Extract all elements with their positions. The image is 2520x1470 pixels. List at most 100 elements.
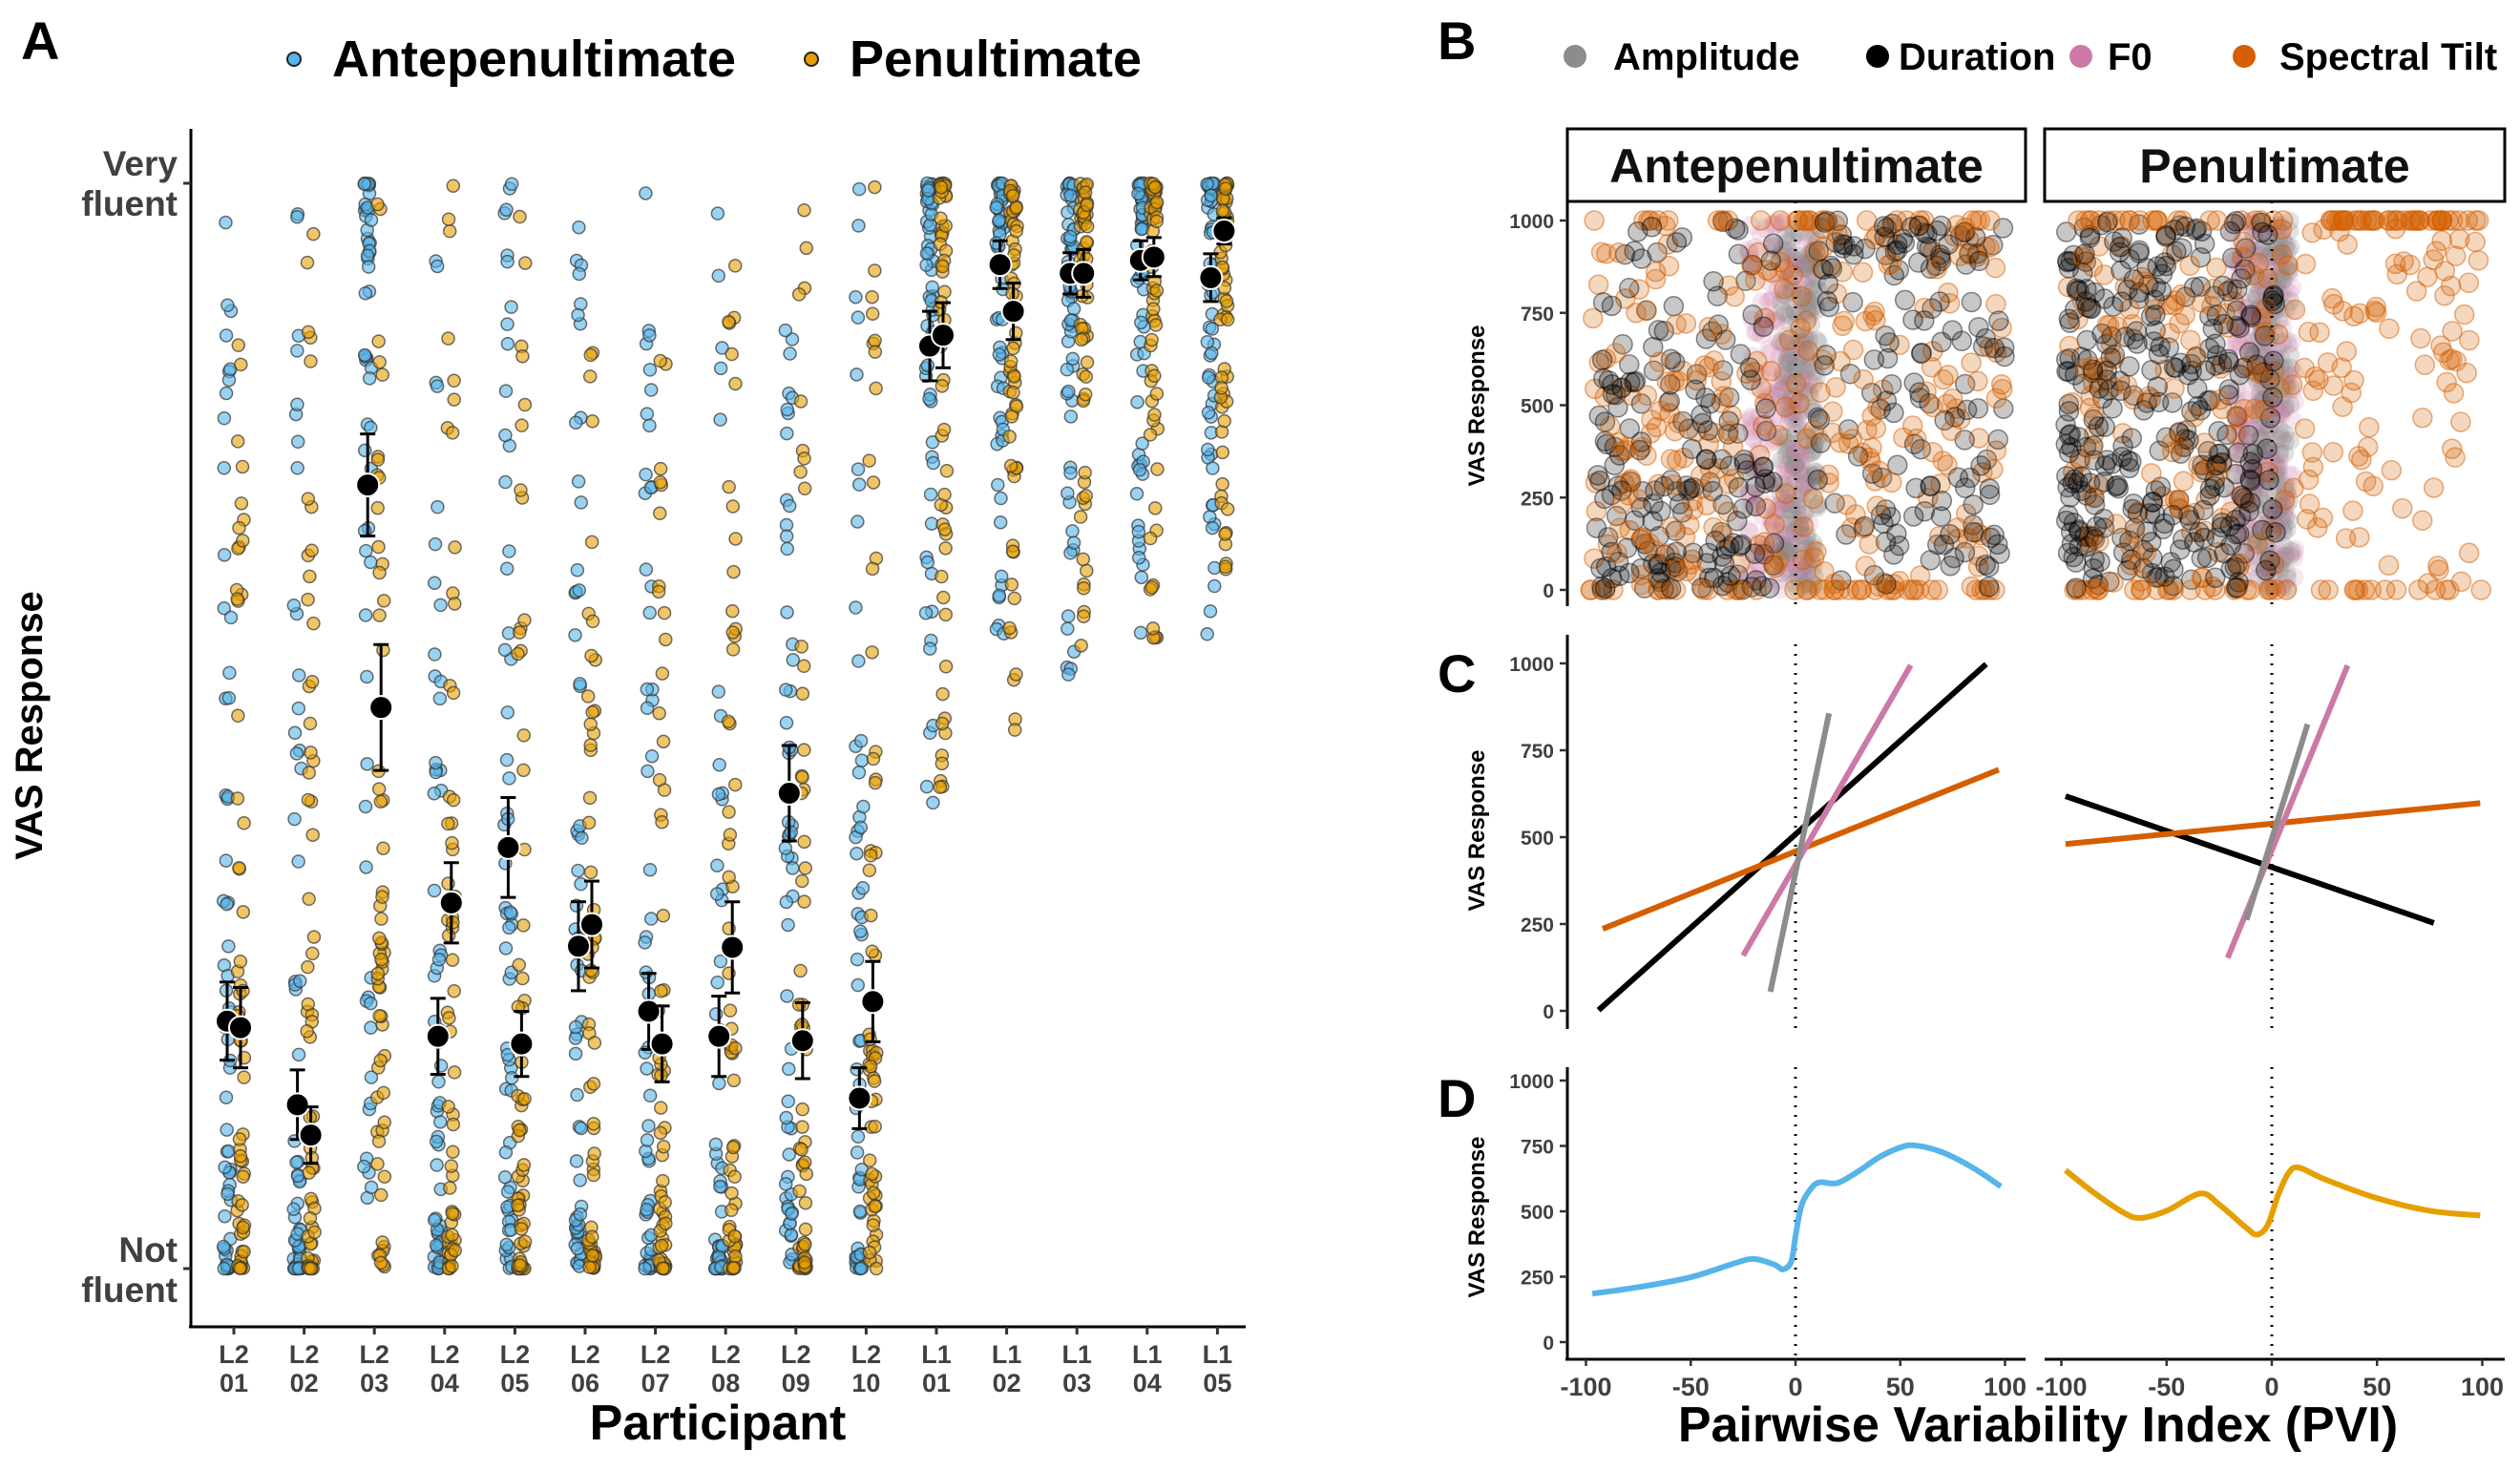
raw-point (642, 418, 657, 433)
raw-point-spectral-tilt (2458, 272, 2480, 294)
raw-point (290, 434, 305, 450)
raw-point-spectral-tilt (2468, 250, 2489, 271)
raw-point (653, 1125, 668, 1141)
raw-point (570, 562, 585, 578)
raw-point-duration (2111, 291, 2132, 312)
raw-point (357, 1159, 371, 1174)
y-tick-label-very: Very (103, 144, 178, 183)
raw-point (868, 1199, 882, 1214)
raw-point-duration (2233, 488, 2255, 509)
raw-point (1002, 430, 1017, 444)
raw-point-spectral-tilt (2391, 497, 2413, 519)
raw-point (364, 213, 379, 227)
raw-point-duration (1648, 320, 1670, 341)
raw-point (429, 1238, 444, 1252)
raw-point (782, 498, 797, 514)
raw-point (447, 392, 461, 407)
raw-point (640, 701, 655, 715)
raw-point (797, 743, 811, 757)
raw-point (795, 1102, 809, 1117)
raw-point-spectral-tilt (2436, 371, 2457, 393)
raw-point (1063, 229, 1078, 244)
raw-point (711, 684, 726, 699)
raw-point (798, 861, 812, 875)
raw-point (374, 912, 388, 926)
raw-point (517, 613, 532, 627)
raw-point-spectral-tilt (2199, 210, 2220, 231)
mean-point-penultimate (860, 989, 886, 1015)
x-tick-label-a-line1: L2 (640, 1340, 671, 1369)
raw-point (515, 348, 530, 364)
raw-point-amplitude (1774, 379, 1794, 399)
x-tick-label-a-line1: L1 (1203, 1340, 1233, 1369)
raw-point-duration (1886, 234, 1908, 255)
x-ticks-a: L201L202L203L204L205L206L207L208L209L210… (219, 1327, 1232, 1397)
raw-point (571, 307, 585, 323)
raw-point-spectral-tilt (2322, 441, 2344, 463)
raw-point-duration (2058, 442, 2080, 464)
raw-point (642, 328, 657, 343)
raw-point-spectral-tilt (2255, 321, 2276, 343)
raw-point (1214, 381, 1228, 395)
raw-point (727, 259, 743, 273)
raw-point-duration (1762, 233, 1784, 255)
raw-point (784, 825, 799, 840)
raw-point (583, 865, 598, 880)
raw-point-amplitude (1779, 353, 1799, 373)
raw-point (500, 705, 515, 720)
raw-point-spectral-tilt (1636, 385, 1658, 406)
raw-point (217, 460, 231, 475)
raw-point-spectral-tilt (1666, 314, 1687, 335)
lines-d (1591, 1067, 2481, 1359)
raw-point (445, 426, 460, 440)
raw-point (797, 452, 811, 466)
raw-point (373, 1187, 388, 1203)
raw-point (1147, 180, 1163, 195)
raw-point-duration (2162, 504, 2183, 526)
raw-point-duration (2101, 453, 2123, 474)
raw-point (795, 1120, 809, 1134)
raw-point (231, 338, 246, 352)
raw-point (644, 748, 660, 764)
raw-point-duration (1863, 349, 1885, 370)
raw-point (302, 892, 316, 907)
raw-point-spectral-tilt (2098, 315, 2120, 336)
raw-point-duration (2089, 378, 2110, 399)
raw-point (850, 1145, 865, 1160)
raw-point (652, 705, 666, 721)
raw-point (791, 287, 807, 302)
raw-point (514, 1222, 529, 1236)
raw-point (722, 870, 736, 885)
raw-point (934, 180, 949, 195)
raw-point (713, 954, 728, 969)
raw-point-spectral-tilt (1823, 579, 1844, 600)
raw-point-duration (1978, 577, 2000, 598)
raw-point (865, 289, 879, 304)
raw-point (222, 665, 237, 681)
raw-point-duration (1994, 346, 2015, 368)
raw-point (499, 1237, 514, 1252)
raw-point (585, 414, 599, 429)
raw-point (445, 1207, 460, 1221)
raw-point (640, 1202, 654, 1217)
x-tick-label-d: -100 (1560, 1373, 1611, 1401)
y-ticks-b: 0 250 500 750 1000 (1509, 211, 1567, 602)
raw-point (868, 179, 882, 195)
mean-point-penultimate (1000, 299, 1026, 325)
raw-point (511, 999, 526, 1014)
raw-point (373, 1255, 388, 1270)
raw-point (1002, 620, 1017, 636)
raw-point (306, 930, 322, 944)
raw-point-duration (1813, 259, 1834, 280)
raw-point-duration (2107, 474, 2128, 496)
raw-point (358, 443, 372, 458)
raw-point-spectral-tilt (1806, 541, 1827, 562)
raw-point (711, 268, 726, 284)
raw-point (1078, 465, 1092, 480)
raw-point-spectral-tilt (2312, 507, 2334, 529)
raw-point-duration (1730, 344, 1752, 365)
raw-point (362, 371, 377, 386)
raw-point-spectral-tilt (2245, 360, 2266, 382)
raw-point (640, 407, 655, 421)
